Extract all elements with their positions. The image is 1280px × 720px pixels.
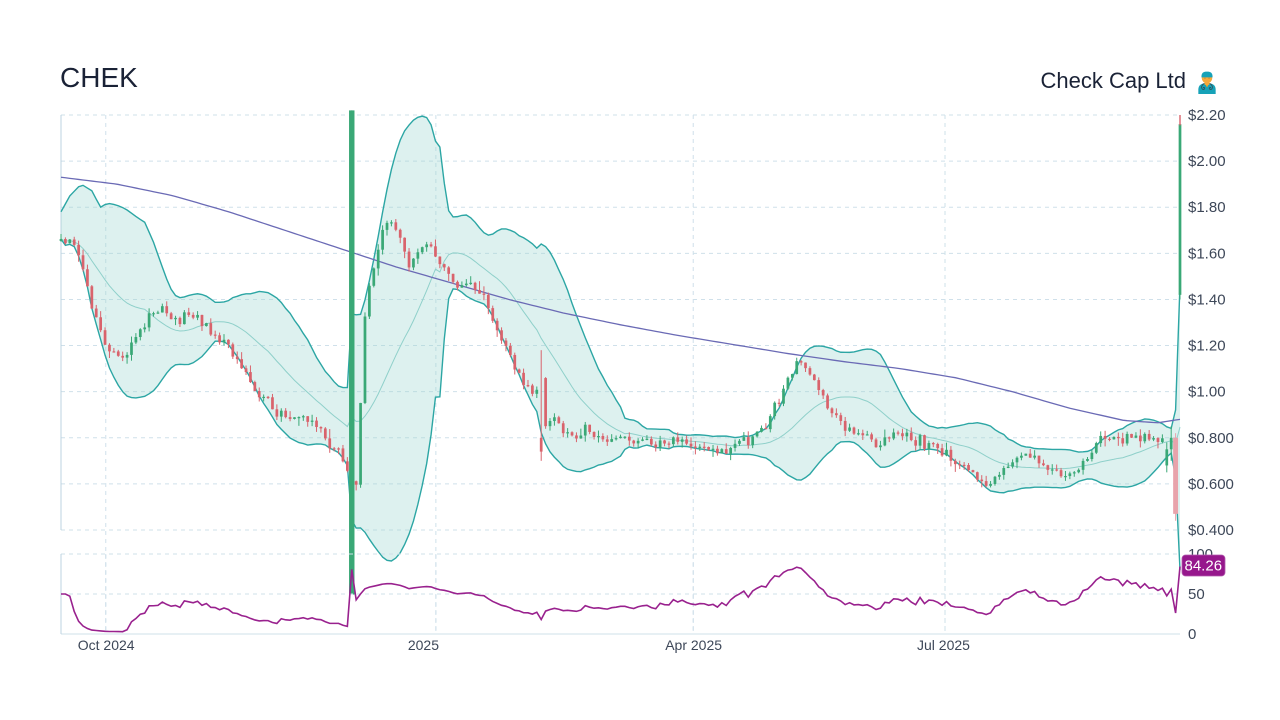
svg-text:$1.00: $1.00 [1188, 384, 1226, 401]
svg-text:$1.40: $1.40 [1188, 291, 1226, 308]
svg-text:$1.60: $1.60 [1188, 245, 1226, 262]
svg-text:$0.800: $0.800 [1188, 430, 1234, 447]
svg-text:$1.20: $1.20 [1188, 338, 1226, 355]
svg-text:$2.00: $2.00 [1188, 153, 1226, 170]
svg-text:50: 50 [1188, 586, 1205, 603]
svg-text:Jul 2025: Jul 2025 [917, 637, 970, 653]
svg-text:0: 0 [1188, 626, 1196, 643]
svg-text:Apr 2025: Apr 2025 [665, 637, 722, 653]
svg-text:2025: 2025 [408, 637, 439, 653]
svg-text:84.26: 84.26 [1185, 558, 1223, 575]
svg-text:$0.600: $0.600 [1188, 476, 1234, 493]
svg-text:$2.20: $2.20 [1188, 107, 1226, 124]
svg-text:Oct 2024: Oct 2024 [78, 637, 135, 653]
svg-text:$0.400: $0.400 [1188, 522, 1234, 539]
svg-text:$1.80: $1.80 [1188, 199, 1226, 216]
